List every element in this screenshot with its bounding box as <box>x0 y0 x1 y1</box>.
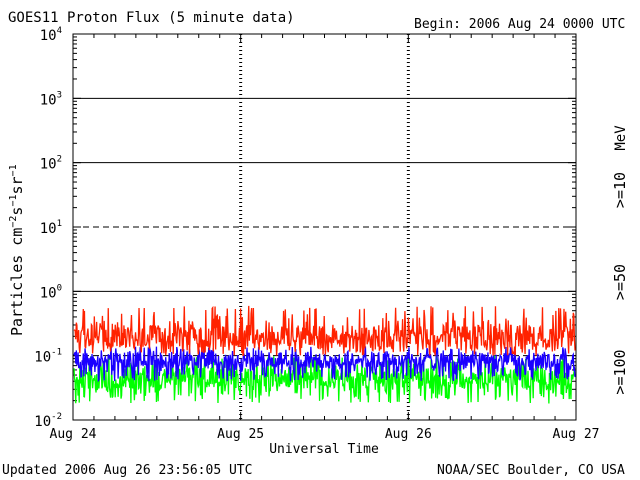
legend-ge100: >=100 <box>611 349 629 394</box>
units-label: MeV <box>613 125 629 151</box>
x-axis: Aug 24 Aug 25 Aug 26 Aug 27 <box>50 34 600 442</box>
series-line-2 <box>73 346 576 383</box>
grid-lines <box>73 34 576 420</box>
y-tick-label: 10-2 <box>34 412 62 430</box>
updated-timestamp: Updated 2006 Aug 26 23:56:05 UTC <box>2 463 252 478</box>
x-axis-label: Universal Time <box>269 442 379 457</box>
chart-title: GOES11 Proton Flux (5 minute data) <box>8 10 295 26</box>
y-tick-label: 103 <box>40 90 62 108</box>
begin-time: Begin: 2006 Aug 24 0000 UTC <box>414 17 625 32</box>
x-tick-label: Aug 26 <box>385 427 432 442</box>
data-series <box>73 305 576 404</box>
credit-line: NOAA/SEC Boulder, CO USA <box>437 463 625 478</box>
series-line-3 <box>73 355 576 404</box>
y-tick-label: 102 <box>40 155 62 173</box>
y-tick-label: 10-1 <box>34 348 62 366</box>
legend-ge10: >=10 <box>611 172 629 208</box>
series-line-1 <box>73 305 576 356</box>
x-tick-label: Aug 24 <box>50 427 97 442</box>
legend-ge50: >=50 <box>611 264 629 300</box>
y-axis-label: Particles cm−2s−1sr−1 <box>8 164 26 336</box>
y-tick-label: 101 <box>40 219 62 237</box>
x-tick-label: Aug 25 <box>217 427 264 442</box>
y-tick-label: 100 <box>40 283 62 301</box>
y-tick-label: 104 <box>40 26 62 44</box>
x-tick-label: Aug 27 <box>553 427 600 442</box>
